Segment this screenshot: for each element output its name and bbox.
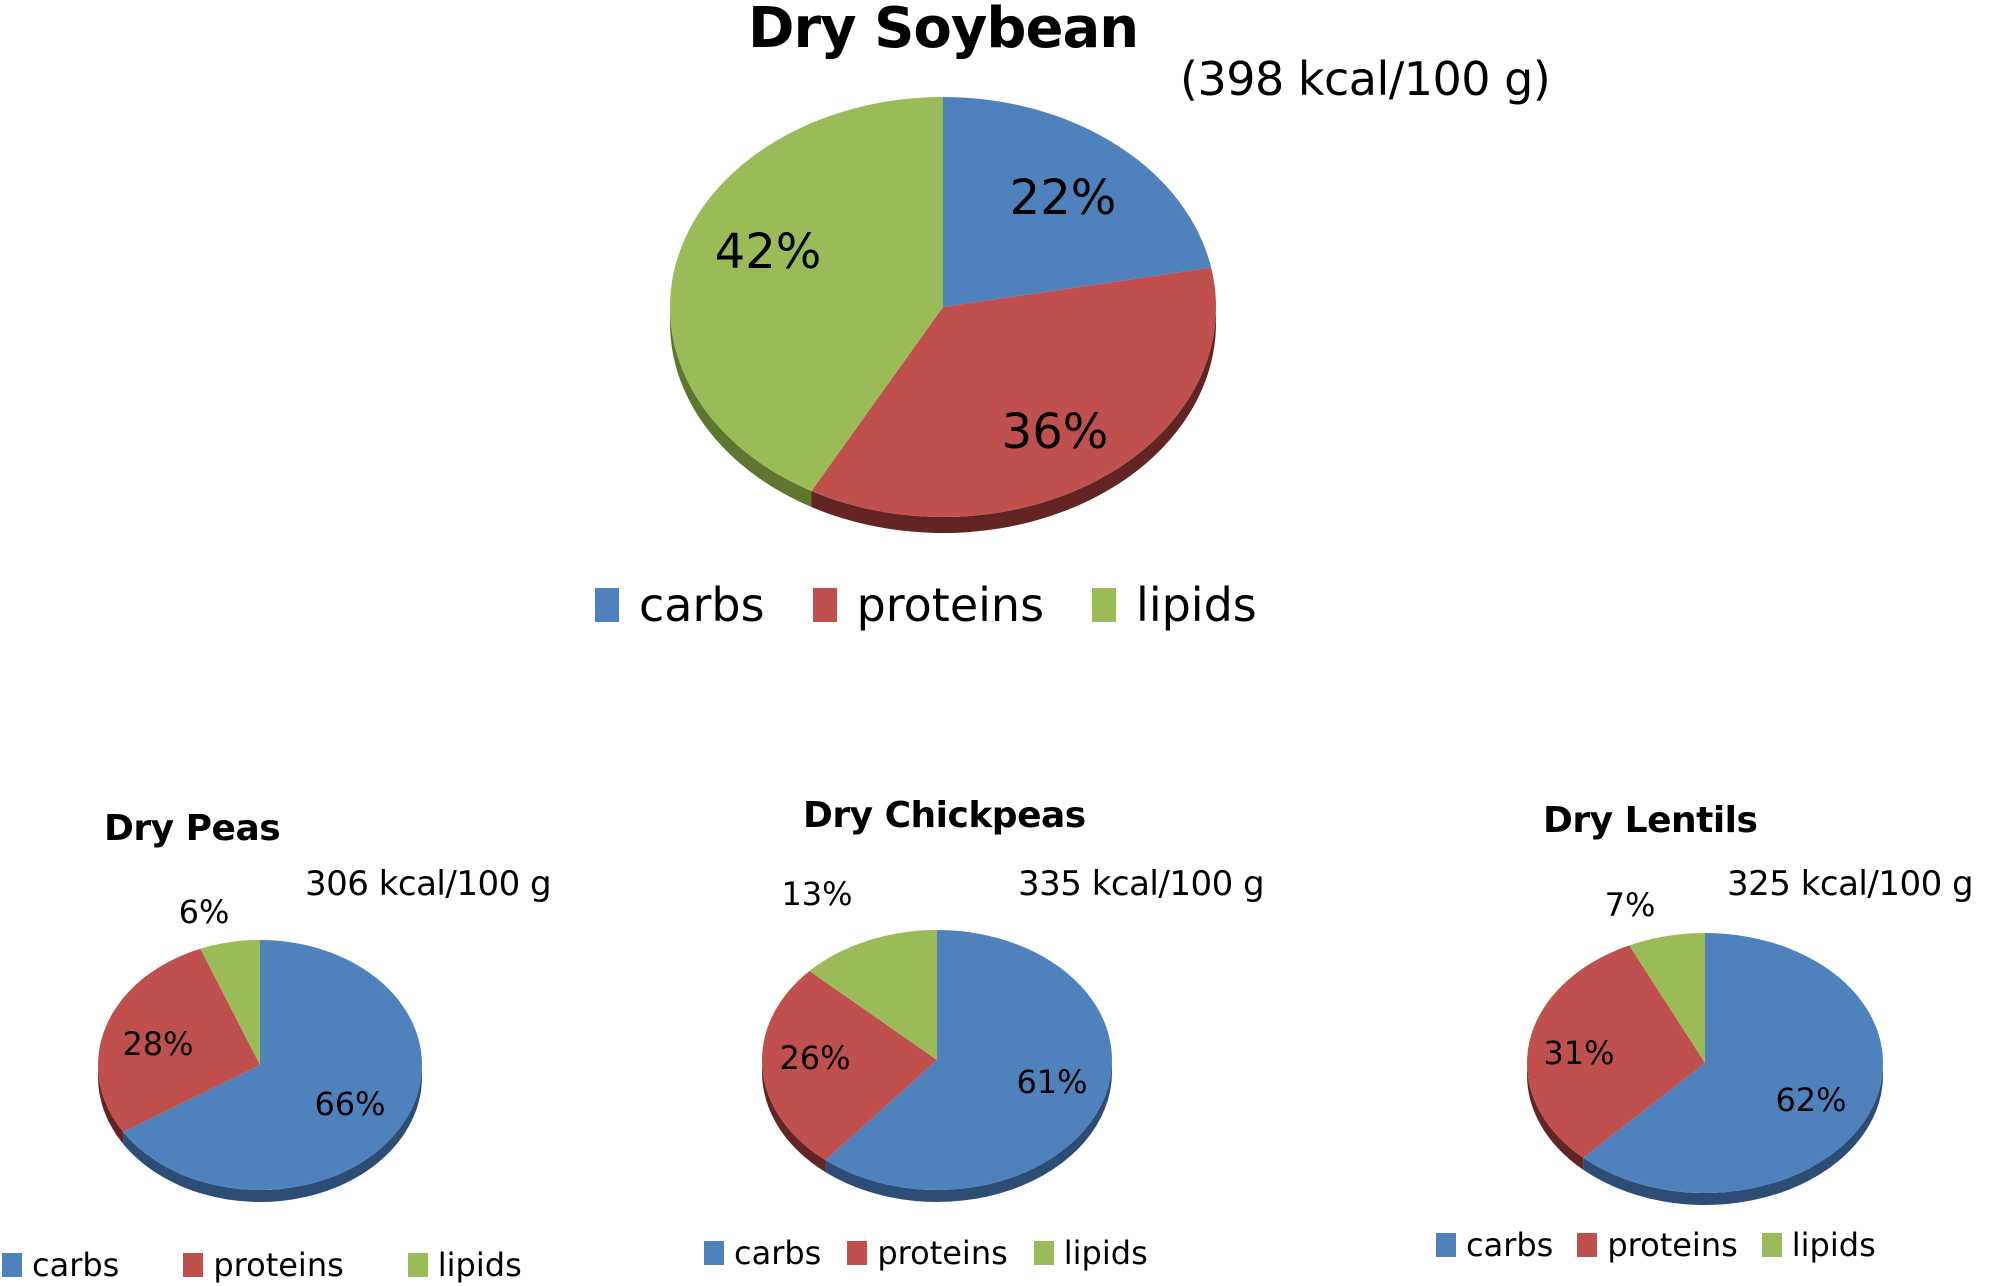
legend-label: lipids (437, 1246, 522, 1284)
legend-label: carbs (639, 578, 765, 632)
carbs-swatch-icon (595, 588, 619, 622)
legend-label: proteins (1607, 1226, 1738, 1264)
pie-slice-proteins (811, 267, 1216, 517)
legend-item-carbs: carbs (2, 1246, 119, 1284)
carbs-swatch-icon (1436, 1233, 1456, 1257)
pie-slice-proteins (98, 948, 261, 1132)
legend-label: carbs (32, 1246, 120, 1284)
pie-side-proteins (811, 307, 1216, 534)
pie-slice-lipids (670, 97, 943, 492)
chart-title: Dry Lentils (1543, 800, 1758, 841)
legend-item-lipids: lipids (1033, 1234, 1148, 1272)
legend-item-carbs: carbs (704, 1234, 821, 1272)
legend: carbs proteins lipids (1436, 1226, 1876, 1264)
pie-slice-carbs (1583, 933, 1883, 1193)
carbs-swatch-icon (704, 1241, 724, 1265)
pie-side-carbs (1583, 1063, 1883, 1205)
legend-item-lipids: lipids (407, 1246, 522, 1284)
kcal-label: 306 kcal/100 g (305, 864, 552, 904)
pie-slice-lipids (1629, 933, 1705, 1063)
slice-label-lipids: 7% (1604, 886, 1656, 924)
chart-title: Dry Soybean (748, 0, 1139, 61)
pie-slice-proteins (761, 971, 937, 1161)
slice-label-proteins: 28% (122, 1025, 194, 1063)
slice-label-proteins: 31% (1543, 1034, 1615, 1072)
kcal-label: (398 kcal/100 g) (1180, 52, 1551, 106)
legend-label: lipids (1136, 578, 1257, 632)
legend-item-carbs: carbs (1436, 1226, 1553, 1264)
chart-title: Dry Chickpeas (803, 795, 1086, 836)
legend-item-lipids: lipids (1761, 1226, 1876, 1264)
pie-side-proteins (98, 1065, 124, 1144)
legend-item-proteins: proteins (847, 1234, 1008, 1272)
pie-slice-carbs (825, 930, 1112, 1190)
legend-item-proteins: proteins (812, 578, 1045, 632)
slice-label-carbs: 62% (1775, 1081, 1847, 1119)
legend: carbs proteins lipids (595, 578, 1257, 632)
pie-slice-carbs (123, 940, 423, 1190)
slice-label-carbs: 22% (1009, 170, 1117, 226)
kcal-label: 335 kcal/100 g (1018, 864, 1265, 904)
legend-label: lipids (1791, 1226, 1876, 1264)
lipids-swatch-icon (1092, 588, 1117, 622)
pie-side-proteins (1527, 1063, 1584, 1170)
pie-side-proteins (762, 1060, 826, 1173)
slice-label-lipids: 6% (178, 893, 230, 931)
legend-label: proteins (213, 1246, 344, 1284)
legend-label: carbs (1466, 1226, 1554, 1264)
pie-side-carbs (825, 1060, 1112, 1202)
legend-item-proteins: proteins (1577, 1226, 1738, 1264)
proteins-swatch-icon (847, 1241, 868, 1265)
carbs-swatch-icon (2, 1253, 22, 1277)
legend-item-carbs: carbs (595, 578, 765, 632)
slice-label-proteins: 36% (1001, 404, 1109, 460)
slice-label-carbs: 61% (1016, 1063, 1088, 1101)
slice-label-lipids: 42% (714, 224, 822, 280)
legend: carbs proteins lipids (704, 1234, 1148, 1272)
lipids-swatch-icon (1761, 1233, 1782, 1257)
legend-item-proteins: proteins (183, 1246, 344, 1284)
proteins-swatch-icon (812, 588, 837, 622)
pie-slice-proteins (1527, 945, 1705, 1158)
slice-label-proteins: 26% (779, 1039, 851, 1077)
chart-title: Dry Peas (104, 808, 281, 849)
pie-slice-lipids (200, 940, 260, 1065)
slice-label-lipids: 13% (781, 875, 853, 913)
legend-label: proteins (856, 578, 1045, 632)
legend: carbs proteins lipids (2, 1246, 522, 1284)
legend-label: lipids (1063, 1234, 1148, 1272)
proteins-swatch-icon (1577, 1233, 1598, 1257)
slice-label-carbs: 66% (314, 1085, 386, 1123)
proteins-swatch-icon (183, 1253, 204, 1277)
legend-label: carbs (734, 1234, 822, 1272)
pie-side-lipids (670, 307, 812, 508)
legend-item-lipids: lipids (1092, 578, 1257, 632)
pie-slice-lipids (809, 930, 937, 1060)
kcal-label: 325 kcal/100 g (1727, 864, 1974, 904)
lipids-swatch-icon (407, 1253, 428, 1277)
legend-label: proteins (877, 1234, 1008, 1272)
pie-slice-carbs (943, 97, 1212, 307)
lipids-swatch-icon (1033, 1241, 1054, 1265)
